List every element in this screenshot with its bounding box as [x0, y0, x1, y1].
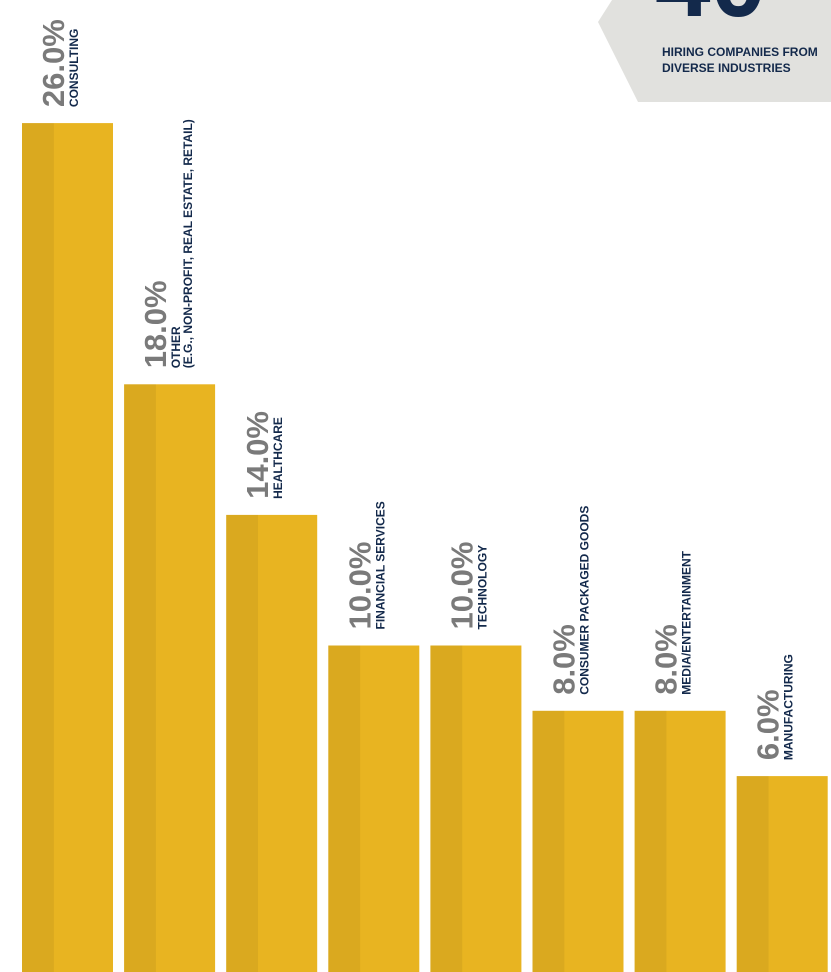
value-label: 26.0%: [36, 19, 71, 107]
bar: [124, 384, 216, 972]
bar: [634, 710, 726, 972]
category-label: (E.G., NON-PROFIT, REAL ESTATE, RETAIL): [181, 119, 195, 368]
bar: [226, 514, 318, 972]
bar-shade: [532, 710, 565, 972]
bar-shade: [328, 645, 361, 972]
bar-shade: [226, 514, 259, 972]
callout-number: 40: [655, 0, 766, 38]
bar: [430, 645, 522, 972]
category-label: HEALTHCARE: [271, 417, 285, 499]
bar-shade: [736, 776, 769, 972]
category-label: CONSULTING: [67, 29, 81, 107]
value-label: 6.0%: [751, 689, 786, 760]
bar-shade: [430, 645, 463, 972]
value-label: 10.0%: [444, 542, 479, 630]
category-label: OTHER: [169, 326, 183, 368]
bar: [22, 123, 113, 972]
bar: [328, 645, 420, 972]
value-label: 14.0%: [240, 411, 275, 499]
value-label: 8.0%: [547, 624, 582, 695]
category-label: CONSUMER PACKAGED GOODS: [578, 506, 592, 695]
category-label: MANUFACTURING: [782, 654, 796, 760]
category-label: MEDIA/ENTERTAINMENT: [680, 550, 694, 694]
bar-shade: [124, 384, 156, 972]
callout-caption: DIVERSE INDUSTRIES: [662, 61, 791, 75]
bar-shade: [22, 123, 54, 972]
bar: [532, 710, 624, 972]
value-label: 18.0%: [138, 280, 173, 368]
category-label: TECHNOLOGY: [475, 545, 489, 630]
callout-caption: HIRING COMPANIES FROM: [662, 45, 818, 59]
value-label: 8.0%: [649, 624, 684, 695]
value-label: 10.0%: [342, 542, 377, 630]
bar: [736, 776, 828, 972]
bar-shade: [634, 710, 667, 972]
callout-panel: [598, 0, 831, 102]
category-label: FINANCIAL SERVICES: [373, 501, 387, 629]
